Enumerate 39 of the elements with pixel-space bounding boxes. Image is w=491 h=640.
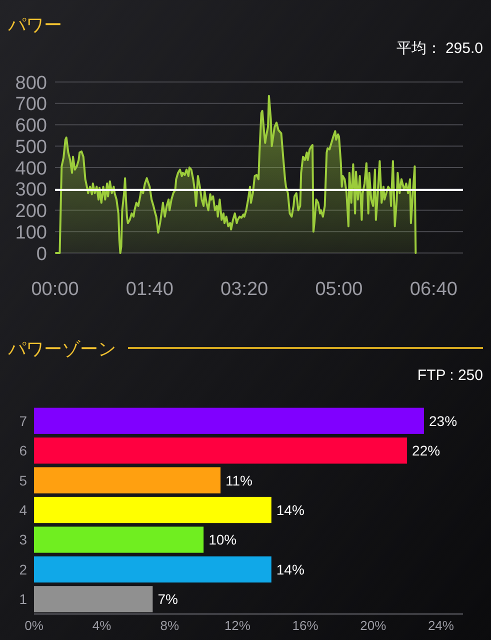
y-tick-label: 500 <box>15 136 47 158</box>
y-tick-label: 600 <box>15 116 47 137</box>
y-tick-label: 5 <box>19 472 28 488</box>
x-tick-label: 24% <box>428 618 454 633</box>
data-label: 10% <box>208 532 237 548</box>
y-tick-label: 1 <box>19 591 28 608</box>
data-label: 14% <box>276 502 304 518</box>
data-label: 14% <box>276 561 304 578</box>
annotation: FTP : 250 <box>417 367 483 384</box>
x-tick-label: 06:40 <box>410 279 458 300</box>
y-tick-label: 2 <box>19 561 28 578</box>
title: パワー <box>8 15 62 35</box>
y-tick-label: 7 <box>19 412 28 429</box>
y-tick-label: 300 <box>15 180 47 201</box>
ref-label: 平均： 295.0 <box>396 40 483 57</box>
y-tick-label: 100 <box>15 222 47 244</box>
x-tick-label: 00:00 <box>31 279 79 300</box>
y-tick-label: 700 <box>15 94 47 116</box>
x-tick-label: 16% <box>292 618 319 633</box>
x-tick-label: 8% <box>160 618 180 633</box>
x-tick-label: 4% <box>92 618 112 633</box>
data-label: 11% <box>226 472 253 488</box>
x-tick-label: 03:20 <box>220 279 268 300</box>
y-tick-label: 0 <box>36 244 47 265</box>
y-tick-label: 6 <box>19 442 28 459</box>
y-tick-label: 3 <box>19 532 28 548</box>
x-tick-label: 20% <box>360 618 387 633</box>
x-tick-label: 05:00 <box>315 279 363 300</box>
x-tick-label: 12% <box>224 618 251 633</box>
title: パワーゾーン <box>8 339 116 359</box>
data-label: 23% <box>429 412 458 429</box>
x-tick-label: 0% <box>24 618 44 633</box>
data-label: 7% <box>158 591 178 608</box>
x-tick-label: 01:40 <box>126 279 174 300</box>
y-tick-label: 200 <box>15 201 47 222</box>
data-label: 22% <box>412 442 440 459</box>
y-tick-label: 400 <box>15 158 47 180</box>
y-tick-label: 4 <box>19 502 28 518</box>
y-tick-label: 800 <box>15 72 47 94</box>
